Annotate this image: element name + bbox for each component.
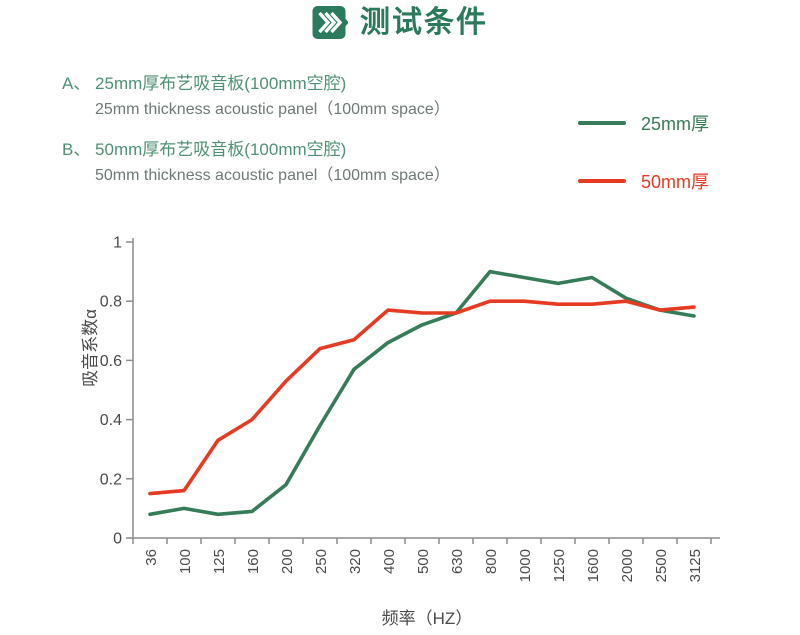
chevrons-icon xyxy=(312,6,348,39)
x-tick-label: 1000 xyxy=(517,549,534,582)
y-tick-label: 0 xyxy=(113,531,122,548)
legend-swatch-50mm xyxy=(578,179,626,183)
condition-a: A、 25mm厚布艺吸音板(100mm空腔) 25mm thickness ac… xyxy=(62,72,450,122)
x-tick-label: 125 xyxy=(211,549,228,574)
x-tick-label: 500 xyxy=(415,549,432,574)
legend-swatch-25mm xyxy=(578,121,626,125)
x-tick-label: 630 xyxy=(449,549,466,574)
condition-a-label-zh: A、 25mm厚布艺吸音板(100mm空腔) xyxy=(62,74,347,93)
x-tick-label: 160 xyxy=(245,549,262,574)
test-conditions: A、 25mm厚布艺吸音板(100mm空腔) 25mm thickness ac… xyxy=(62,72,450,204)
page-header: 测试条件 xyxy=(0,5,800,40)
chart-legend: 25mm厚 50mm厚 xyxy=(578,106,709,198)
x-tick-label: 2000 xyxy=(619,549,636,582)
y-tick-label: 0.6 xyxy=(100,353,122,370)
y-tick-label: 0.2 xyxy=(100,471,122,488)
series-line-50mm厚 xyxy=(148,299,696,496)
x-tick-label: 1600 xyxy=(585,549,602,582)
condition-b: B、 50mm厚布艺吸音板(100mm空腔) 50mm thickness ac… xyxy=(62,138,450,188)
legend-item-50mm: 50mm厚 xyxy=(578,164,709,198)
x-tick-label: 100 xyxy=(177,549,194,574)
x-axis-title: 频率（HZ） xyxy=(382,609,473,628)
page-title: 测试条件 xyxy=(360,6,488,39)
x-tick-label: 800 xyxy=(483,549,500,574)
y-tick-label: 1 xyxy=(113,235,122,252)
condition-b-label-en: 50mm thickness acoustic panel（100mm spac… xyxy=(95,167,450,184)
y-tick-label: 0.4 xyxy=(100,412,122,429)
x-tick-label: 200 xyxy=(279,549,296,574)
x-tick-label: 1250 xyxy=(551,549,568,582)
y-axis-title: 吸音系数α xyxy=(81,309,100,387)
x-tick-label: 2500 xyxy=(653,549,670,582)
x-tick-label: 250 xyxy=(313,549,330,574)
legend-label-50mm: 50mm厚 xyxy=(641,172,710,192)
x-tick-label: 320 xyxy=(347,549,364,574)
y-tick-label: 0.8 xyxy=(100,294,122,311)
legend-item-25mm: 25mm厚 xyxy=(578,106,709,140)
legend-label-25mm: 25mm厚 xyxy=(641,114,710,134)
condition-b-label-zh: B、 50mm厚布艺吸音板(100mm空腔) xyxy=(62,140,347,159)
x-tick-label: 36 xyxy=(143,549,160,566)
x-tick-label: 400 xyxy=(381,549,398,574)
x-tick-label: 3125 xyxy=(687,549,704,582)
condition-a-label-en: 25mm thickness acoustic panel（100mm spac… xyxy=(95,101,450,118)
series-line-25mm厚 xyxy=(148,269,696,517)
